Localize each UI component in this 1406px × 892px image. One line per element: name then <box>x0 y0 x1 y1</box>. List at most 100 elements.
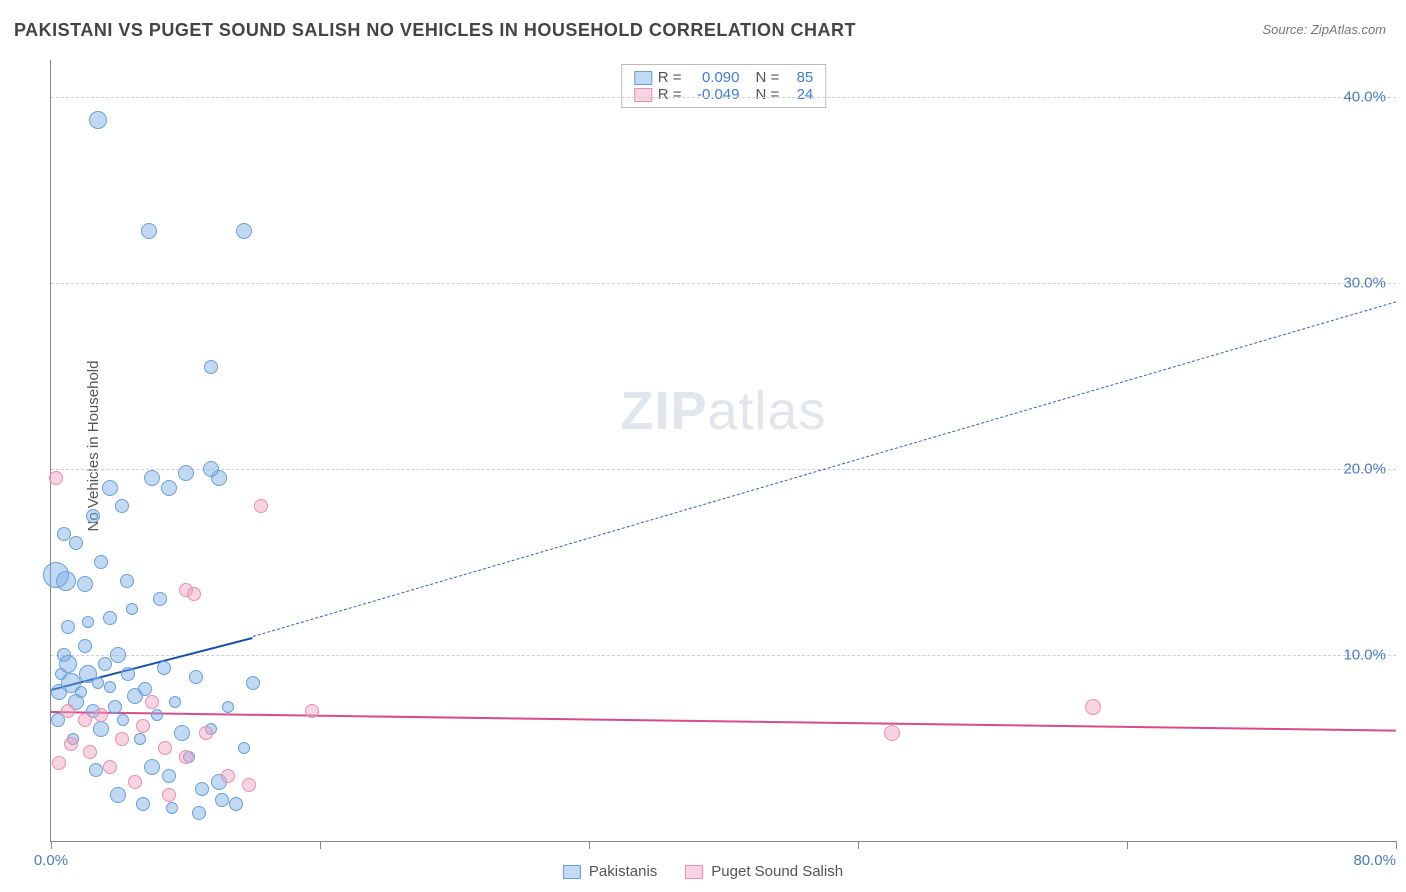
data-point <box>49 471 63 485</box>
data-point <box>192 806 206 820</box>
data-point <box>136 719 150 733</box>
data-point <box>98 657 112 671</box>
legend-swatch <box>634 71 652 85</box>
legend-n-value: 24 <box>785 86 813 103</box>
data-point <box>229 797 243 811</box>
data-point <box>83 745 97 759</box>
data-point <box>1085 699 1101 715</box>
legend-n-value: 85 <box>785 69 813 86</box>
y-tick-label: 20.0% <box>1343 461 1386 478</box>
y-tick-label: 10.0% <box>1343 647 1386 664</box>
data-point <box>126 603 138 615</box>
data-point <box>115 732 129 746</box>
data-point <box>189 670 203 684</box>
data-point <box>195 782 209 796</box>
legend-r-value: -0.049 <box>688 86 740 103</box>
data-point <box>215 793 229 807</box>
data-point <box>134 733 146 745</box>
data-point <box>94 708 108 722</box>
data-point <box>110 787 126 803</box>
legend-n-label: N = <box>756 86 780 103</box>
data-point <box>108 700 122 714</box>
x-tick <box>1396 841 1397 849</box>
x-tick <box>589 841 590 849</box>
data-point <box>145 695 159 709</box>
data-point <box>138 682 152 696</box>
data-point <box>77 576 93 592</box>
data-point <box>203 461 219 477</box>
data-point <box>103 760 117 774</box>
data-point <box>52 756 66 770</box>
regression-line <box>51 711 1396 732</box>
watermark: ZIPatlas <box>620 380 826 442</box>
y-tick-label: 40.0% <box>1343 89 1386 106</box>
data-point <box>59 655 77 673</box>
data-point <box>61 704 75 718</box>
x-tick <box>858 841 859 849</box>
data-point <box>221 769 235 783</box>
data-point <box>89 111 107 129</box>
data-point <box>128 775 142 789</box>
data-point <box>86 509 100 523</box>
data-point <box>144 759 160 775</box>
data-point <box>144 470 160 486</box>
data-point <box>174 725 190 741</box>
data-point <box>115 499 129 513</box>
data-point <box>246 676 260 690</box>
data-point <box>166 802 178 814</box>
data-point <box>94 555 108 569</box>
data-point <box>151 709 163 721</box>
data-point <box>157 661 171 675</box>
data-point <box>61 620 75 634</box>
data-point <box>121 667 135 681</box>
data-point <box>158 741 172 755</box>
data-point <box>254 499 268 513</box>
x-tick <box>51 841 52 849</box>
data-point <box>162 788 176 802</box>
gridline-h <box>51 469 1396 470</box>
legend-r-label: R = <box>658 69 682 86</box>
data-point <box>884 725 900 741</box>
data-point <box>153 592 167 606</box>
data-point <box>104 681 116 693</box>
y-tick-label: 30.0% <box>1343 275 1386 292</box>
data-point <box>93 721 109 737</box>
chart-plot-area: ZIPatlas R =0.090N =85R =-0.049N =24 10.… <box>50 60 1396 842</box>
data-point <box>136 797 150 811</box>
data-point <box>204 360 218 374</box>
legend-swatch <box>563 865 581 879</box>
data-point <box>89 763 103 777</box>
legend-swatch <box>634 88 652 102</box>
series-legend-item: Pakistanis <box>563 863 657 880</box>
legend-row: R =-0.049N =24 <box>634 86 814 103</box>
data-point <box>78 713 92 727</box>
data-point <box>242 778 256 792</box>
data-point <box>141 223 157 239</box>
series-legend-label: Puget Sound Salish <box>711 863 843 880</box>
data-point <box>199 726 213 740</box>
gridline-h <box>51 283 1396 284</box>
data-point <box>103 611 117 625</box>
data-point <box>92 677 104 689</box>
x-tick <box>320 841 321 849</box>
legend-r-value: 0.090 <box>688 69 740 86</box>
data-point <box>120 574 134 588</box>
source-attribution: Source: ZipAtlas.com <box>1262 22 1386 37</box>
data-point <box>238 742 250 754</box>
data-point <box>102 480 118 496</box>
x-tick-label: 0.0% <box>34 852 68 869</box>
legend-swatch <box>685 865 703 879</box>
data-point <box>117 714 129 726</box>
data-point <box>305 704 319 718</box>
data-point <box>57 527 71 541</box>
data-point <box>161 480 177 496</box>
correlation-legend: R =0.090N =85R =-0.049N =24 <box>621 64 827 108</box>
data-point <box>179 750 193 764</box>
data-point <box>43 562 69 588</box>
series-legend-item: Puget Sound Salish <box>685 863 843 880</box>
data-point <box>69 536 83 550</box>
gridline-h <box>51 655 1396 656</box>
gridline-h <box>51 97 1396 98</box>
data-point <box>110 647 126 663</box>
data-point <box>178 465 194 481</box>
